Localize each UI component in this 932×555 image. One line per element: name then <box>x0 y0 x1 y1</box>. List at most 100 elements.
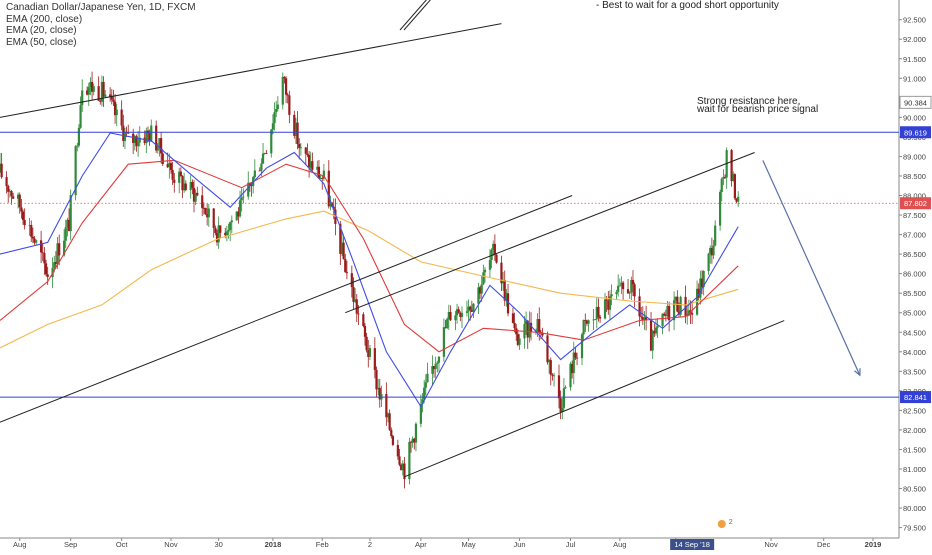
candle-body <box>113 101 117 116</box>
candle <box>192 180 196 213</box>
candle <box>603 292 607 320</box>
candle <box>413 437 416 450</box>
y-tick-label: 79.500 <box>903 524 926 533</box>
candle <box>488 249 492 278</box>
x-tick-label: Nov <box>764 540 778 549</box>
candle <box>446 317 449 330</box>
candle <box>442 318 445 362</box>
indicator-ema50[interactable]: EMA (50, close) <box>6 36 77 48</box>
candle-body <box>18 194 21 208</box>
candle <box>722 169 725 186</box>
candle-body <box>0 163 3 178</box>
candle <box>189 175 192 199</box>
candle-body <box>307 154 311 168</box>
candle <box>102 76 105 107</box>
candle <box>645 305 648 331</box>
candle <box>28 217 31 236</box>
candle <box>571 360 574 379</box>
candle <box>86 86 89 96</box>
candle <box>552 372 556 387</box>
candle-body <box>413 438 416 443</box>
candle-body <box>699 278 702 298</box>
candle-body <box>127 132 130 134</box>
candle-body <box>217 225 220 243</box>
candle <box>10 189 13 205</box>
candle-body <box>730 150 733 182</box>
candle <box>631 270 635 296</box>
candle-body <box>505 293 508 301</box>
candle-body <box>215 232 219 243</box>
candle-body <box>603 299 607 319</box>
candle <box>633 282 636 308</box>
x-tick-label: Feb <box>316 540 329 549</box>
candle <box>261 143 265 164</box>
candle-body <box>161 153 164 165</box>
candle-body <box>401 463 404 471</box>
candle <box>375 366 378 397</box>
candle-body <box>191 181 194 188</box>
candle-body <box>400 464 403 471</box>
top-note: - Best to wait for a good short opportun… <box>596 0 779 11</box>
candle-body <box>617 285 620 292</box>
candle-body <box>454 315 457 321</box>
candle-body <box>58 243 61 256</box>
trendline <box>0 23 502 118</box>
candle <box>20 198 23 219</box>
candle <box>283 76 286 84</box>
candle <box>436 360 439 373</box>
indicator-ema20[interactable]: EMA (20, close) <box>6 25 77 36</box>
candle-body <box>375 369 378 390</box>
y-tick-label: 81.000 <box>903 465 926 474</box>
date-marker: 14 Sep '18 <box>674 540 710 549</box>
candle <box>238 190 242 218</box>
candle-body <box>12 196 15 199</box>
candle <box>495 253 498 264</box>
chart-title: Canadian Dollar/Japanese Yen, 1D, FXCM <box>6 2 196 13</box>
candle <box>457 306 460 314</box>
candle-body <box>582 319 585 335</box>
candle <box>408 437 411 485</box>
candle-body <box>378 387 381 400</box>
candle <box>31 227 34 244</box>
candle-body <box>500 262 503 284</box>
candle-body <box>150 125 153 142</box>
candle-body <box>587 320 590 324</box>
candle-body <box>273 112 276 124</box>
candle <box>414 422 418 452</box>
candle <box>156 143 159 154</box>
candle <box>697 283 700 301</box>
candle-body <box>511 313 515 323</box>
candle <box>630 276 633 300</box>
candle-body <box>506 293 510 314</box>
candle <box>33 236 36 245</box>
y-tick-label: 91.500 <box>903 55 926 64</box>
candle <box>178 167 181 194</box>
candle-body <box>263 153 266 154</box>
candle-body <box>350 273 353 288</box>
candle-body <box>538 319 541 333</box>
candle-body <box>67 219 71 232</box>
candle <box>663 311 666 317</box>
candle-body <box>516 334 519 345</box>
candle <box>620 276 623 295</box>
candle <box>194 189 197 206</box>
candle <box>309 151 312 172</box>
candle-body <box>235 211 238 221</box>
price-label-high: 90.384 <box>904 98 927 107</box>
candle <box>594 319 597 321</box>
candle-body <box>572 352 575 374</box>
candle-body <box>720 178 723 193</box>
candle-body <box>342 242 345 259</box>
candle <box>179 167 182 177</box>
candle-body <box>377 387 380 390</box>
candle-body <box>653 330 656 334</box>
candle-body <box>633 284 636 297</box>
x-tick-label: Aug <box>613 540 626 549</box>
candle-body <box>253 170 256 178</box>
candle-body <box>592 319 595 321</box>
candle <box>132 128 135 155</box>
candle-body <box>663 313 666 316</box>
candle <box>702 270 705 296</box>
indicator-ema200[interactable]: EMA (200, close) <box>6 13 83 25</box>
candle <box>201 186 204 217</box>
